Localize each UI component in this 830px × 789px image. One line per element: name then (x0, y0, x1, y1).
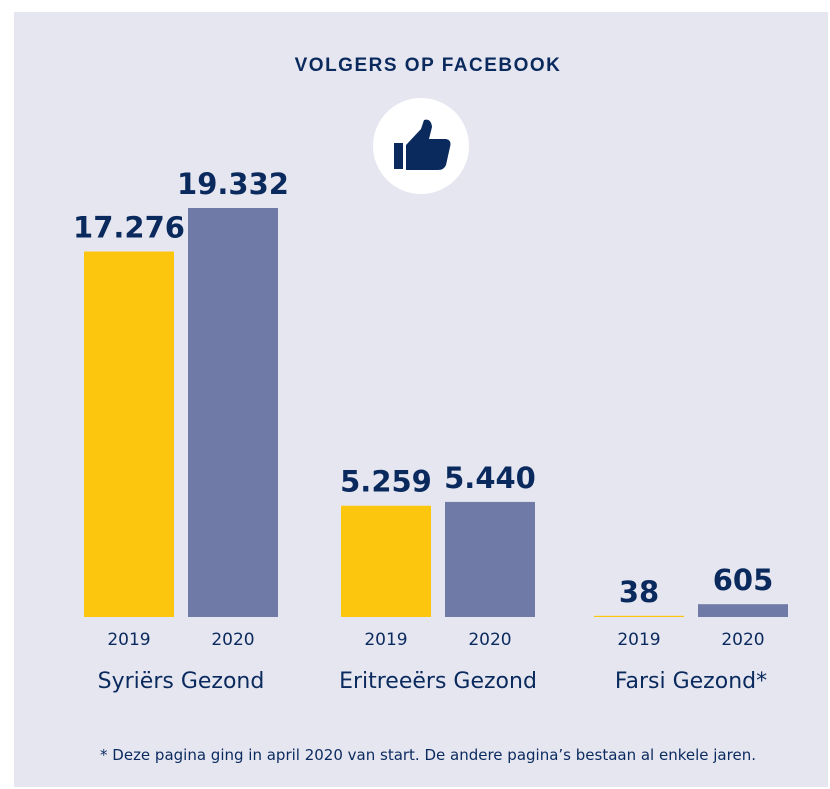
year-label-eritreeers-2019: 2019 (364, 630, 407, 650)
bar-farsi-2019 (594, 615, 684, 617)
value-label-syriers-2019: 17.276 (73, 210, 185, 244)
value-label-farsi-2020: 605 (713, 563, 774, 597)
bar-syriers-2019 (84, 251, 174, 617)
value-label-syriers-2020: 19.332 (177, 167, 289, 201)
value-label-farsi-2019: 38 (619, 575, 659, 609)
year-labels-layer: 2019 2020 2019 2020 2019 2020 (107, 630, 764, 650)
bar-syriers-2020 (188, 208, 278, 617)
value-label-eritreeers-2020: 5.440 (444, 461, 536, 495)
category-labels-layer: Syriërs Gezond Eritreeërs Gezond Farsi Gez… (98, 669, 767, 694)
bar-eritreeers-2019 (341, 505, 431, 617)
chart-title: VOLGERS OP FACEBOOK (295, 55, 562, 76)
bar-eritreeers-2020 (445, 501, 535, 617)
year-label-eritreeers-2020: 2020 (468, 630, 511, 650)
value-label-eritreeers-2019: 5.259 (340, 465, 432, 499)
bars-layer (84, 208, 788, 617)
thumbs-up-icon (373, 98, 469, 194)
category-label-eritreeers: Eritreeërs Gezond (339, 669, 537, 694)
bar-farsi-2020 (698, 604, 788, 617)
year-label-farsi-2019: 2019 (617, 630, 660, 650)
footnote: * Deze pagina ging in april 2020 van sta… (100, 746, 756, 764)
category-label-farsi: Farsi Gezond* (615, 669, 767, 694)
year-label-syriers-2019: 2019 (107, 630, 150, 650)
year-label-farsi-2020: 2020 (721, 630, 764, 650)
year-label-syriers-2020: 2020 (211, 630, 254, 650)
category-label-syriers: Syriërs Gezond (98, 669, 265, 694)
value-labels-layer: 17.276 19.332 5.259 5.440 38 605 (73, 167, 773, 609)
